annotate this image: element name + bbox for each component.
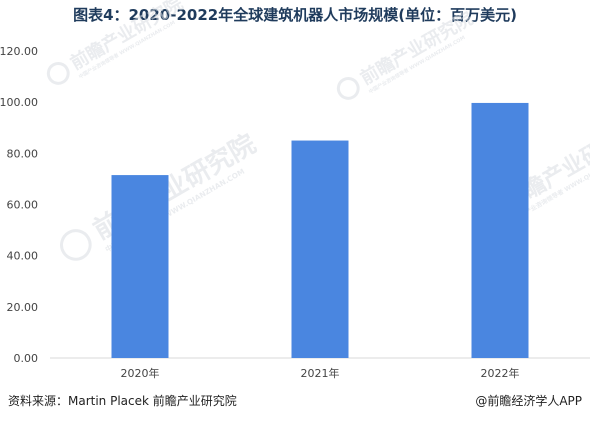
bar xyxy=(291,140,349,358)
x-tick-label: 2021年 xyxy=(301,366,340,380)
watermark-name: 前瞻产业研究院 xyxy=(67,0,187,74)
bar-series xyxy=(111,102,529,358)
y-tick-label: 0.00 xyxy=(14,352,39,365)
y-tick-label: 80.00 xyxy=(7,147,39,160)
watermark-logo-icon xyxy=(336,77,360,100)
watermark-logo-icon xyxy=(60,229,92,261)
y-tick-label: 20.00 xyxy=(7,301,39,314)
watermark-name: 前瞻产业研究院 xyxy=(357,7,477,89)
chart-title: 图表4：2020-2022年全球建筑机器人市场规模(单位：百万美元) xyxy=(73,6,517,24)
bar xyxy=(471,102,529,358)
y-tick-label: 100.00 xyxy=(0,96,38,109)
y-tick-label: 60.00 xyxy=(7,199,39,212)
x-tick-label: 2022年 xyxy=(481,366,520,380)
watermark-logo-icon xyxy=(46,62,70,85)
y-axis: 0.00 20.00 40.00 60.00 80.00 100.00 120.00 xyxy=(0,45,38,365)
x-axis: 2020年 2021年 2022年 xyxy=(121,366,520,380)
y-tick-label: 40.00 xyxy=(7,250,39,263)
x-tick-label: 2020年 xyxy=(121,366,160,380)
brand-credit: @前瞻经济学人APP xyxy=(475,394,582,408)
source-note: 资料来源：Martin Placek 前瞻产业研究院 xyxy=(8,394,237,408)
bar xyxy=(111,175,169,358)
y-tick-label: 120.00 xyxy=(0,45,38,58)
